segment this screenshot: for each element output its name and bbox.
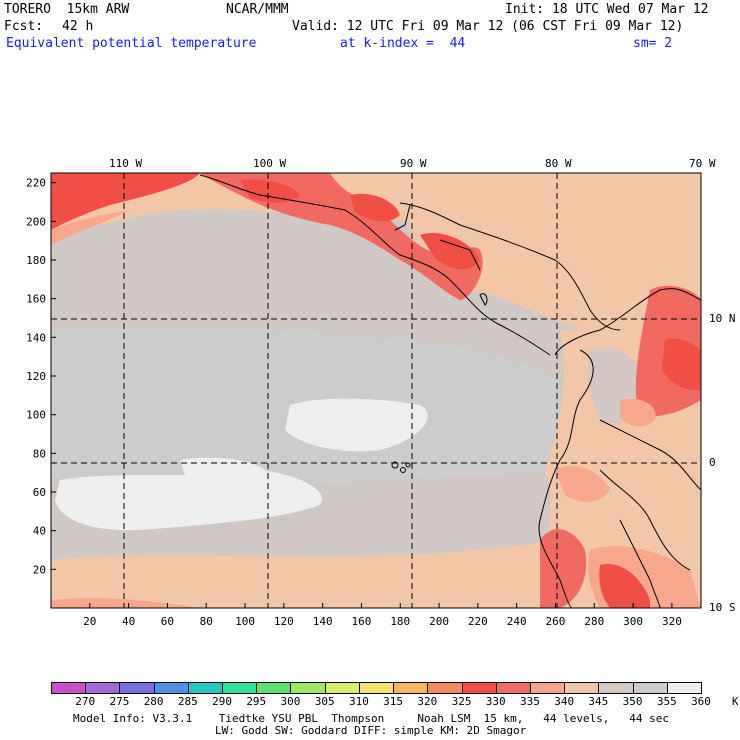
lon-label-110w: 110 W (109, 157, 143, 170)
colorbar-label: 345 (588, 695, 609, 708)
lon-label-90w: 90 W (400, 157, 427, 170)
smoothing-label: sm= 2 (633, 36, 673, 51)
y-tick-label: 200 (26, 215, 46, 228)
colorbar-cell (529, 682, 566, 694)
colorbar-cell (495, 682, 531, 694)
colorbar-label: K (731, 695, 739, 708)
colorbar-cell (187, 682, 224, 694)
x-tick-label: 180 (390, 615, 410, 628)
colorbar-cell (666, 682, 702, 694)
forecast-label: Fcst: (4, 19, 44, 34)
colorbar-label: 285 (177, 695, 198, 708)
galapagos-islands (391, 461, 411, 473)
colorbar-label: 355 (656, 695, 677, 708)
colorbar-cell (564, 682, 600, 694)
x-tick-label: 260 (546, 615, 566, 628)
colorbar-cell (222, 682, 258, 694)
colorbar-cell (119, 682, 155, 694)
colorbar-cell (290, 682, 326, 694)
x-tick-label: 80 (200, 615, 213, 628)
x-tick-label: 220 (468, 615, 488, 628)
lat-label-10n: 10 N (709, 312, 736, 325)
x-tick-label: 140 (313, 615, 333, 628)
colorbar-cell (51, 682, 87, 694)
y-tick-label: 40 (33, 525, 46, 538)
colorbar-label: 335 (520, 695, 540, 708)
x-tick-label: 280 (584, 615, 604, 628)
y-tick-label: 160 (26, 293, 46, 306)
colorbar-cell (256, 682, 292, 694)
lon-label-100w: 100 W (253, 157, 287, 170)
x-tick-label: 40 (122, 615, 135, 628)
model-title: TORERO 15km ARW (4, 2, 130, 17)
colorbar-label: 315 (383, 695, 404, 708)
physics-info: LW: Godd SW: Goddard DIFF: simple KM: 2D… (215, 724, 527, 737)
colorbar-label: 280 (143, 695, 164, 708)
lon-label-70w: 70 W (689, 157, 716, 170)
colorbar-cell (393, 682, 429, 694)
org-label: NCAR/MMM (226, 2, 289, 17)
x-tick-label: 100 (235, 615, 255, 628)
colorbar-label: 300 (280, 695, 301, 708)
field-name: Equivalent potential temperature (6, 36, 257, 51)
colorbar-label: 295 (246, 695, 267, 708)
colorbar-cell (427, 682, 463, 694)
colorbar-label: 350 (622, 695, 643, 708)
y-tick-label: 140 (26, 331, 46, 344)
colorbar-label: 290 (212, 695, 232, 708)
level-label: at k-index = 44 (340, 36, 466, 51)
lat-lon-grid (51, 173, 701, 608)
x-tick-label: 60 (161, 615, 174, 628)
map-field (51, 173, 701, 608)
colorbar-cell (85, 682, 121, 694)
x-tick-label: 160 (352, 615, 372, 628)
map-frame (50, 172, 702, 609)
x-tick-label: 120 (274, 615, 294, 628)
colorbar-cell (324, 682, 360, 694)
lat-label-10s: 10 S (709, 601, 736, 614)
colorbar-label: 270 (75, 695, 96, 708)
model-info: Model Info: V3.3.1 Tiedtke YSU PBL Thomp… (73, 712, 670, 725)
y-tick-label: 100 (26, 409, 46, 422)
colorbar-label: 305 (314, 695, 335, 708)
y-tick-label: 180 (26, 254, 46, 267)
colorbar-label: 330 (485, 695, 506, 708)
x-tick-label: 200 (429, 615, 449, 628)
y-tick-label: 20 (33, 563, 46, 576)
lon-label-80w: 80 W (545, 157, 572, 170)
y-tick-label: 220 (26, 177, 46, 190)
colorbar-label: 360 (691, 695, 711, 708)
colorbar-label: 340 (554, 695, 575, 708)
colorbar-cell (598, 682, 634, 694)
colorbar-label: 275 (109, 695, 130, 708)
colorbar-cell (461, 682, 497, 694)
colorbar-label: 325 (451, 695, 472, 708)
forecast-hours: 42 h (62, 19, 94, 34)
y-tick-label: 60 (33, 486, 46, 499)
y-tick-label: 80 (33, 447, 46, 460)
colorbar-cell (358, 682, 395, 694)
x-tick-label: 320 (662, 615, 682, 628)
x-tick-label: 20 (83, 615, 96, 628)
valid-time: Valid: 12 UTC Fri 09 Mar 12 (06 CST Fri … (292, 19, 684, 34)
lat-label-0: 0 (709, 456, 716, 469)
colorbar-label: 310 (348, 695, 369, 708)
init-time: Init: 18 UTC Wed 07 Mar 12 (505, 2, 709, 17)
colorbar-label: 320 (417, 695, 438, 708)
x-tick-label: 300 (623, 615, 643, 628)
colorbar-cell (153, 682, 189, 694)
colorbar-cell (632, 682, 668, 694)
y-tick-label: 120 (26, 370, 46, 383)
x-tick-label: 240 (507, 615, 527, 628)
